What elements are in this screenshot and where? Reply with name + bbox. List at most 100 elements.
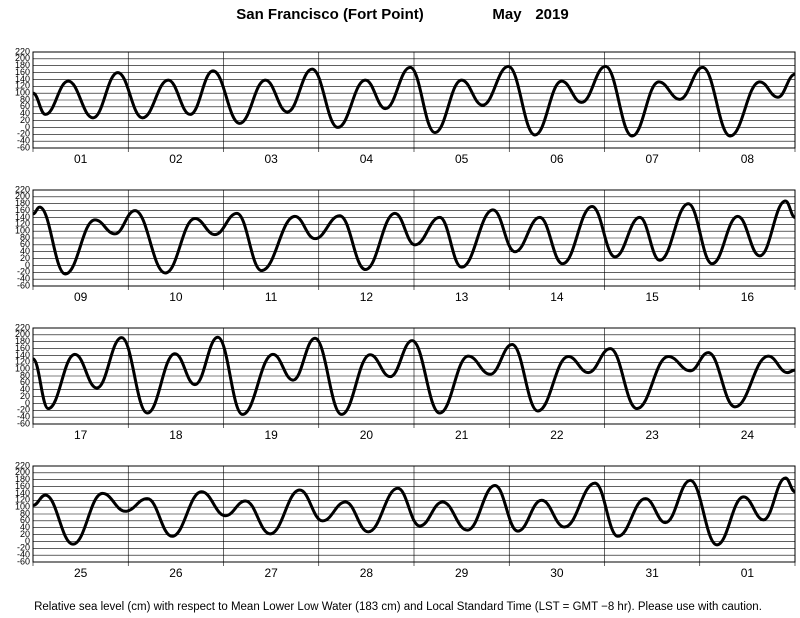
y-tick-label: -20	[17, 543, 30, 553]
y-tick-label: 20	[20, 529, 30, 539]
y-tick-label: 60	[20, 377, 30, 387]
y-tick-label: 220	[15, 322, 30, 332]
y-tick-label: 120	[15, 495, 30, 505]
year: 2019	[535, 6, 568, 23]
y-tick-label: 40	[20, 246, 30, 256]
day-label: 02	[169, 152, 183, 166]
y-tick-label: 140	[15, 212, 30, 222]
y-tick-label: -40	[17, 412, 30, 422]
y-tick-label: 100	[15, 226, 30, 236]
y-tick-label: 80	[20, 94, 30, 104]
y-tick-label: 0	[25, 122, 30, 132]
y-tick-label: 160	[15, 343, 30, 353]
y-tick-label: 180	[15, 60, 30, 70]
y-tick-label: 80	[20, 370, 30, 380]
day-label: 20	[360, 428, 374, 442]
day-label: 25	[74, 566, 88, 580]
y-tick-label: 120	[15, 81, 30, 91]
day-label: 22	[550, 428, 564, 442]
y-tick-label: 100	[15, 88, 30, 98]
day-label: 27	[264, 566, 278, 580]
y-tick-label: -20	[17, 405, 30, 415]
day-label: 14	[550, 290, 564, 304]
day-label: 08	[741, 152, 755, 166]
day-label: 30	[550, 566, 564, 580]
y-tick-label: 60	[20, 101, 30, 111]
y-tick-label: 120	[15, 357, 30, 367]
y-tick-label: 200	[15, 191, 30, 201]
y-tick-label: 200	[15, 467, 30, 477]
y-tick-label: 120	[15, 219, 30, 229]
y-tick-label: 180	[15, 474, 30, 484]
day-label: 29	[455, 566, 469, 580]
plot-frame	[32, 465, 796, 563]
day-label: 24	[741, 428, 755, 442]
y-tick-label: 180	[15, 198, 30, 208]
y-tick-label: 140	[15, 74, 30, 84]
y-tick-label: 80	[20, 508, 30, 518]
y-tick-label: 200	[15, 53, 30, 63]
y-tick-label: 140	[15, 350, 30, 360]
y-tick-label: 20	[20, 253, 30, 263]
y-tick-label: 40	[20, 384, 30, 394]
y-tick-label: 80	[20, 232, 30, 242]
day-label: 21	[455, 428, 469, 442]
day-label: 01	[74, 152, 88, 166]
y-tick-label: 0	[25, 260, 30, 270]
footnote: Relative sea level (cm) with respect to …	[34, 601, 762, 613]
plot-frame	[32, 51, 796, 149]
y-tick-label: 140	[15, 488, 30, 498]
day-label: 09	[74, 290, 88, 304]
day-label: 07	[645, 152, 659, 166]
y-tick-label: 0	[25, 536, 30, 546]
y-tick-label: -60	[17, 556, 30, 566]
y-tick-label: -40	[17, 550, 30, 560]
y-tick-label: 160	[15, 205, 30, 215]
day-label: 03	[264, 152, 278, 166]
y-tick-label: -60	[17, 142, 30, 152]
y-tick-label: -40	[17, 274, 30, 284]
day-label: 13	[455, 290, 469, 304]
y-tick-label: 40	[20, 522, 30, 532]
y-tick-label: 100	[15, 502, 30, 512]
y-tick-label: 160	[15, 67, 30, 77]
day-label: 18	[169, 428, 183, 442]
y-tick-label: -40	[17, 136, 30, 146]
y-tick-label: 160	[15, 481, 30, 491]
day-label: 01	[741, 566, 755, 580]
day-label: 12	[360, 290, 374, 304]
y-tick-label: 200	[15, 329, 30, 339]
day-label: 17	[74, 428, 88, 442]
month: May	[492, 6, 522, 23]
day-label: 10	[169, 290, 183, 304]
tide-curve	[31, 335, 796, 416]
day-label: 23	[645, 428, 659, 442]
y-tick-label: 20	[20, 391, 30, 401]
day-label: 28	[360, 566, 374, 580]
y-tick-label: 0	[25, 398, 30, 408]
day-label: 19	[264, 428, 278, 442]
y-tick-label: 20	[20, 115, 30, 125]
y-tick-label: 40	[20, 108, 30, 118]
y-tick-label: 220	[15, 184, 30, 194]
y-tick-label: 220	[15, 460, 30, 470]
y-tick-label: -60	[17, 280, 30, 290]
day-label: 04	[360, 152, 374, 166]
tide-curve	[32, 476, 796, 547]
y-tick-label: -20	[17, 129, 30, 139]
plot-frame	[32, 189, 796, 287]
y-tick-label: 220	[15, 46, 30, 56]
y-tick-label: -20	[17, 267, 30, 277]
chart-title: San Francisco (Fort Point)	[236, 6, 424, 23]
tide-curve	[32, 64, 796, 138]
day-label: 11	[265, 290, 278, 304]
y-tick-label: 180	[15, 336, 30, 346]
y-tick-label: 100	[15, 364, 30, 374]
y-tick-label: 60	[20, 515, 30, 525]
day-label: 06	[550, 152, 564, 166]
plot-frame	[32, 327, 796, 425]
y-tick-label: 60	[20, 239, 30, 249]
y-tick-label: -60	[17, 418, 30, 428]
tide-curve	[32, 199, 796, 276]
